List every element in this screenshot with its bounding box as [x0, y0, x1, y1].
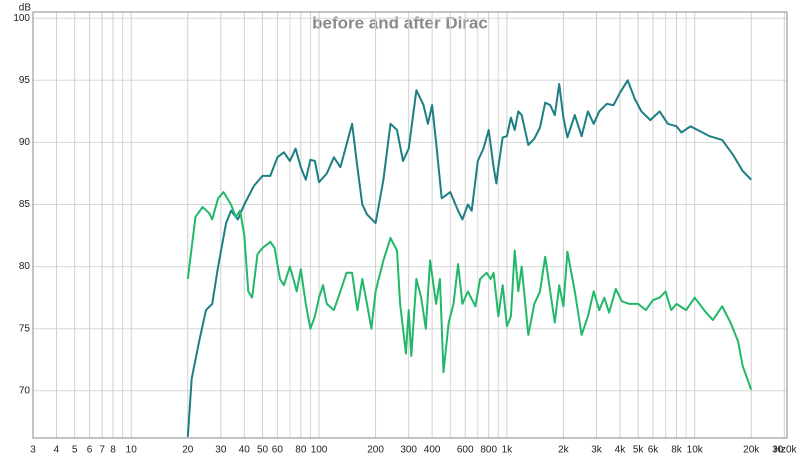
- x-tick-label: 600: [457, 445, 474, 456]
- y-tick-label: 80: [19, 261, 31, 272]
- x-tick-label: 3k: [591, 445, 603, 456]
- y-tick-label: 75: [19, 323, 31, 334]
- x-tick-label: 4: [54, 445, 60, 456]
- x-tick-label: 7: [99, 445, 105, 456]
- x-tick-label: 60: [272, 445, 284, 456]
- y-tick-label: 100: [13, 13, 30, 24]
- plot-frame: [32, 11, 788, 439]
- x-tick-label: 50: [257, 445, 269, 456]
- x-tick-label: 300: [400, 445, 417, 456]
- x-tick-label: 10: [126, 445, 138, 456]
- x-tick-label: 2k: [558, 445, 570, 456]
- x-tick-label: 5k: [633, 445, 645, 456]
- x-tick-label: 8k: [671, 445, 683, 456]
- x-tick-label: 20: [182, 445, 194, 456]
- x-tick-label: 40: [239, 445, 251, 456]
- x-tick-label: 5: [72, 445, 78, 456]
- x-tick-label: 80: [295, 445, 307, 456]
- x-tick-label: 3: [30, 445, 36, 456]
- x-tick-label: 100: [311, 445, 328, 456]
- y-tick-label: 70: [19, 385, 31, 396]
- x-tick-label: 4k: [615, 445, 627, 456]
- x-tick-label: 400: [424, 445, 441, 456]
- x-tick-label: 30.0k: [772, 445, 797, 456]
- x-tick-label: 8: [110, 445, 116, 456]
- x-tick-label: 10k: [687, 445, 704, 456]
- x-tick-label: 800: [480, 445, 497, 456]
- x-tick-label: 20k: [743, 445, 760, 456]
- y-tick-label: 95: [19, 75, 31, 86]
- x-tick-label: 30: [215, 445, 227, 456]
- x-tick-label: 6k: [648, 445, 660, 456]
- y-tick-label: 85: [19, 199, 31, 210]
- y-axis-label: dB: [19, 3, 32, 14]
- series-line: [186, 79, 752, 437]
- y-tick-label: 90: [19, 137, 31, 148]
- x-tick-label: 200: [367, 445, 384, 456]
- series-line: [186, 191, 753, 390]
- x-tick-label: 6: [87, 445, 93, 456]
- chart-title: before and after Dirac: [312, 13, 488, 32]
- x-tick-label: 1k: [502, 445, 514, 456]
- x-axis-label: Hz: [774, 445, 786, 456]
